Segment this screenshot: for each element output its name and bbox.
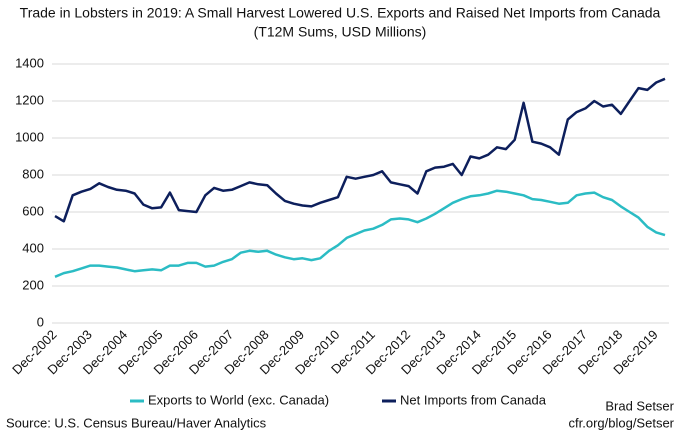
y-tick-label: 1000 <box>15 129 44 144</box>
y-tick-label: 400 <box>22 240 44 255</box>
credit: cfr.org/blog/Setser <box>569 415 675 430</box>
chart-subtitle: (T12M Sums, USD Millions) <box>254 24 427 40</box>
y-tick-label: 0 <box>37 314 44 329</box>
legend-label: Exports to World (exc. Canada) <box>148 392 329 407</box>
y-tick-label: 800 <box>22 166 44 181</box>
credit: Brad Setser <box>605 398 674 413</box>
y-tick-label: 1400 <box>15 55 44 70</box>
y-tick-label: 1200 <box>15 92 44 107</box>
y-tick-label: 200 <box>22 277 44 292</box>
source: Source: U.S. Census Bureau/Haver Analyti… <box>6 415 267 430</box>
chart-title: Trade in Lobsters in 2019: A Small Harve… <box>20 5 661 21</box>
series-line <box>54 189 666 278</box>
legend-label: Net Imports from Canada <box>400 392 547 407</box>
series-line <box>54 77 666 223</box>
y-tick-label: 600 <box>22 203 44 218</box>
